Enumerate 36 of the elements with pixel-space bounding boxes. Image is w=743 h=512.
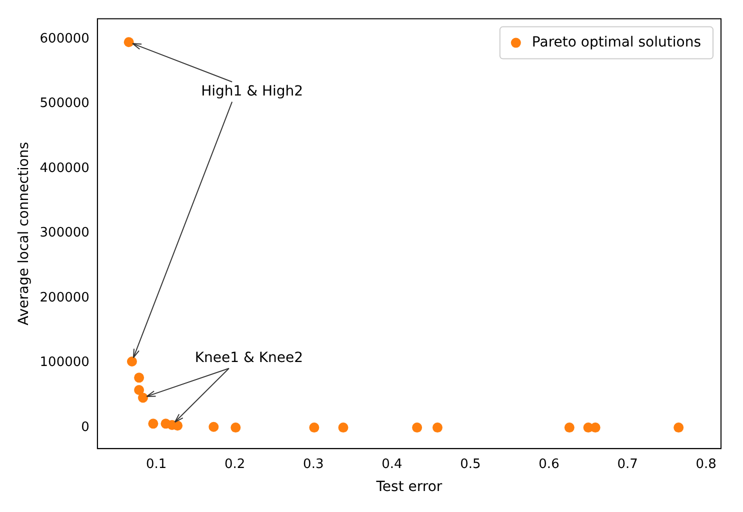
annotation: High1 & High2 <box>201 84 304 100</box>
x-tick-label: 0.6 <box>538 456 560 472</box>
point <box>134 372 144 383</box>
x-tick-label: 0.8 <box>696 456 716 472</box>
annotation: Knee1 & Knee2 <box>194 350 304 366</box>
x-tick-label: 0.2 <box>224 456 246 472</box>
x-axis-title: Test error <box>375 479 442 496</box>
y-tick-label: 400000 <box>40 160 90 176</box>
y-tick-label: 600000 <box>40 31 90 46</box>
point <box>148 418 158 429</box>
point <box>564 422 574 433</box>
point <box>208 422 219 432</box>
point <box>138 392 148 403</box>
y-tick-label: 0 <box>81 420 90 435</box>
y-tick-label: 100000 <box>40 355 90 370</box>
point <box>172 420 183 431</box>
point <box>590 422 600 433</box>
point <box>432 422 442 433</box>
point <box>134 384 144 395</box>
x-tick-label: 0.4 <box>382 456 402 472</box>
x-tick-label: 0.3 <box>303 456 324 472</box>
x-tick-label: 0.5 <box>460 456 481 472</box>
point <box>674 422 684 433</box>
point <box>230 422 241 433</box>
y-axis-title: Average local connections <box>16 142 32 326</box>
y-tick-label: 500000 <box>40 96 90 112</box>
point <box>126 356 137 366</box>
x-tick-label: 0.1 <box>146 456 167 472</box>
y-tick-label: 300000 <box>40 226 90 241</box>
point <box>412 422 422 433</box>
y-tick-label: 200000 <box>40 290 90 306</box>
point <box>309 422 320 433</box>
legend-label: Pareto optimal solutions <box>532 34 702 50</box>
point <box>338 422 348 433</box>
x-tick-label: 0.7 <box>617 456 638 472</box>
point <box>124 37 134 48</box>
